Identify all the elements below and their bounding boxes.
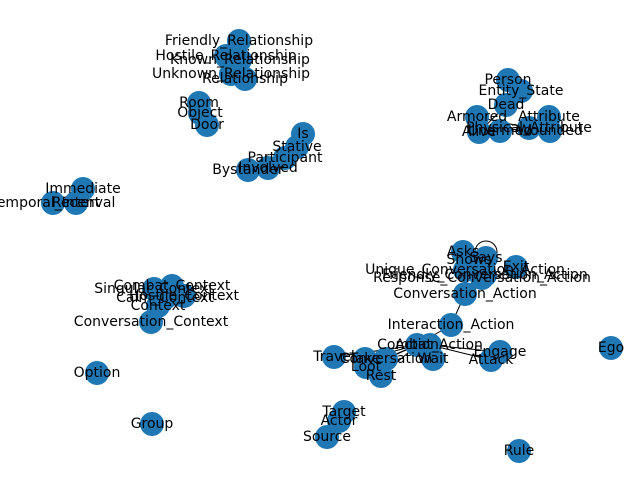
node-group	[140, 412, 164, 436]
node-attack	[479, 348, 503, 372]
node-label-exit: Exit	[503, 259, 530, 275]
node-label-known-relationship: Known_Relationship	[170, 52, 310, 68]
node-label-stative: Stative	[272, 139, 321, 155]
node-label-combat-context: Combat_Context	[114, 278, 231, 294]
node-label-loot: Loot	[351, 359, 382, 375]
node-label-door: Door	[190, 117, 224, 133]
node-label-context: Context	[131, 298, 186, 314]
node-travel	[322, 345, 346, 369]
node-label-actor: Actor	[321, 413, 358, 429]
node-label-source: Source	[303, 429, 351, 445]
node-physical-attribute	[517, 116, 541, 140]
node-label-unique-conversation-action: Unique_Conversation_Action	[365, 262, 565, 278]
node-ego	[599, 336, 623, 360]
node-label-dead: Dead	[488, 97, 525, 113]
node-label-combat-action: Combat_Action	[377, 337, 483, 353]
node-label-wait: Wait	[418, 351, 449, 367]
node-label-says: Says	[469, 250, 502, 266]
node-label-option: Option	[74, 365, 121, 381]
node-label-involved: Involved	[238, 160, 298, 176]
node-unarmed	[488, 119, 512, 143]
node-label-hostile-relationship: Hostile_Relationship	[155, 48, 296, 64]
node-action	[405, 333, 429, 357]
node-label-response-conversation-action: Response_Conversation_Action	[373, 270, 591, 286]
node-door	[195, 113, 219, 137]
node-wounded	[538, 119, 562, 143]
node-label-physical-attribute: Physical_Attribute	[466, 120, 592, 136]
node-source	[315, 425, 339, 449]
nodes-layer	[41, 29, 623, 463]
node-label-entity-state: Entity_State	[479, 83, 564, 99]
node-option	[85, 361, 109, 385]
node-label-object: Object	[177, 105, 223, 121]
node-label-action: Action	[395, 337, 439, 353]
node-bystander	[236, 158, 260, 182]
node-label-engage: Engage	[474, 344, 527, 360]
node-label-shows: Shows	[446, 252, 491, 268]
node-label-is: Is	[297, 126, 308, 142]
node-alive	[467, 120, 491, 144]
node-label-armored: Armored	[447, 109, 507, 125]
node-label-person: Person	[484, 72, 531, 88]
node-label-relationship: Relationship	[202, 71, 288, 87]
node-conversation-context	[139, 310, 163, 334]
node-label-room: Room	[179, 95, 219, 111]
node-conversation-action	[453, 282, 477, 306]
node-wait	[421, 347, 445, 371]
node-label-hostile-context: Hostile_Context	[129, 288, 240, 304]
node-label-friendly-relationship: Friendly_Relationship	[165, 33, 313, 49]
labels-layer: Friendly_RelationshipHostile_Relationshi…	[0, 33, 624, 459]
node-interaction-action	[439, 313, 463, 337]
graph-edge	[333, 344, 418, 358]
node-label-unknown-relationship: Unknown_Relationship	[152, 66, 310, 82]
node-rest	[369, 364, 393, 388]
node-rule	[507, 439, 531, 463]
node-label-unarmed: Unarmed	[468, 123, 532, 139]
node-label-ego: Ego	[598, 340, 624, 356]
node-label-calm-context: Calm_Context	[116, 290, 214, 306]
node-label-take: Take	[348, 351, 380, 367]
node-label-target: Target	[321, 404, 366, 420]
node-recent	[64, 191, 88, 215]
node-label-temporal-interval: Temporal_Interval	[0, 195, 115, 211]
node-label-conversation-context: Conversation_Context	[74, 314, 229, 330]
node-label-attribute: Attribute	[518, 109, 580, 125]
node-label-recent: Recent	[52, 195, 101, 211]
node-relationship	[233, 67, 257, 91]
node-label-rule: Rule	[504, 443, 534, 459]
node-label-singular-context: Singular_Context	[94, 281, 214, 297]
node-response-conversation-action	[470, 266, 494, 290]
node-entity-state	[509, 79, 533, 103]
node-label-rest: Rest	[366, 368, 397, 384]
node-label-wounded: Wounded	[517, 123, 583, 139]
node-label-alive: Alive	[462, 124, 496, 140]
node-label-conversation-action: Conversation_Action	[393, 286, 536, 302]
node-label-participant: Participant	[248, 150, 323, 166]
node-label-asks: Asks	[447, 244, 479, 260]
node-involved	[256, 156, 280, 180]
node-label-immediate: Immediate	[45, 181, 120, 197]
node-label-travel: Travel	[312, 349, 355, 365]
node-label-group: Group	[131, 416, 174, 432]
node-hostile-context	[172, 284, 196, 308]
edges-layer	[52, 40, 551, 438]
node-label-friendly-conversation-action: Friendly_Conversation_Action	[382, 267, 588, 283]
node-dead	[494, 93, 518, 117]
node-label-conversation: Conversation	[340, 351, 433, 367]
node-label-interaction-action: Interaction_Action	[388, 317, 515, 333]
node-temporal-interval	[41, 191, 65, 215]
node-label-bystander: Bystander	[212, 162, 284, 178]
node-exit	[504, 255, 528, 279]
node-label-attack: Attack	[469, 352, 515, 368]
